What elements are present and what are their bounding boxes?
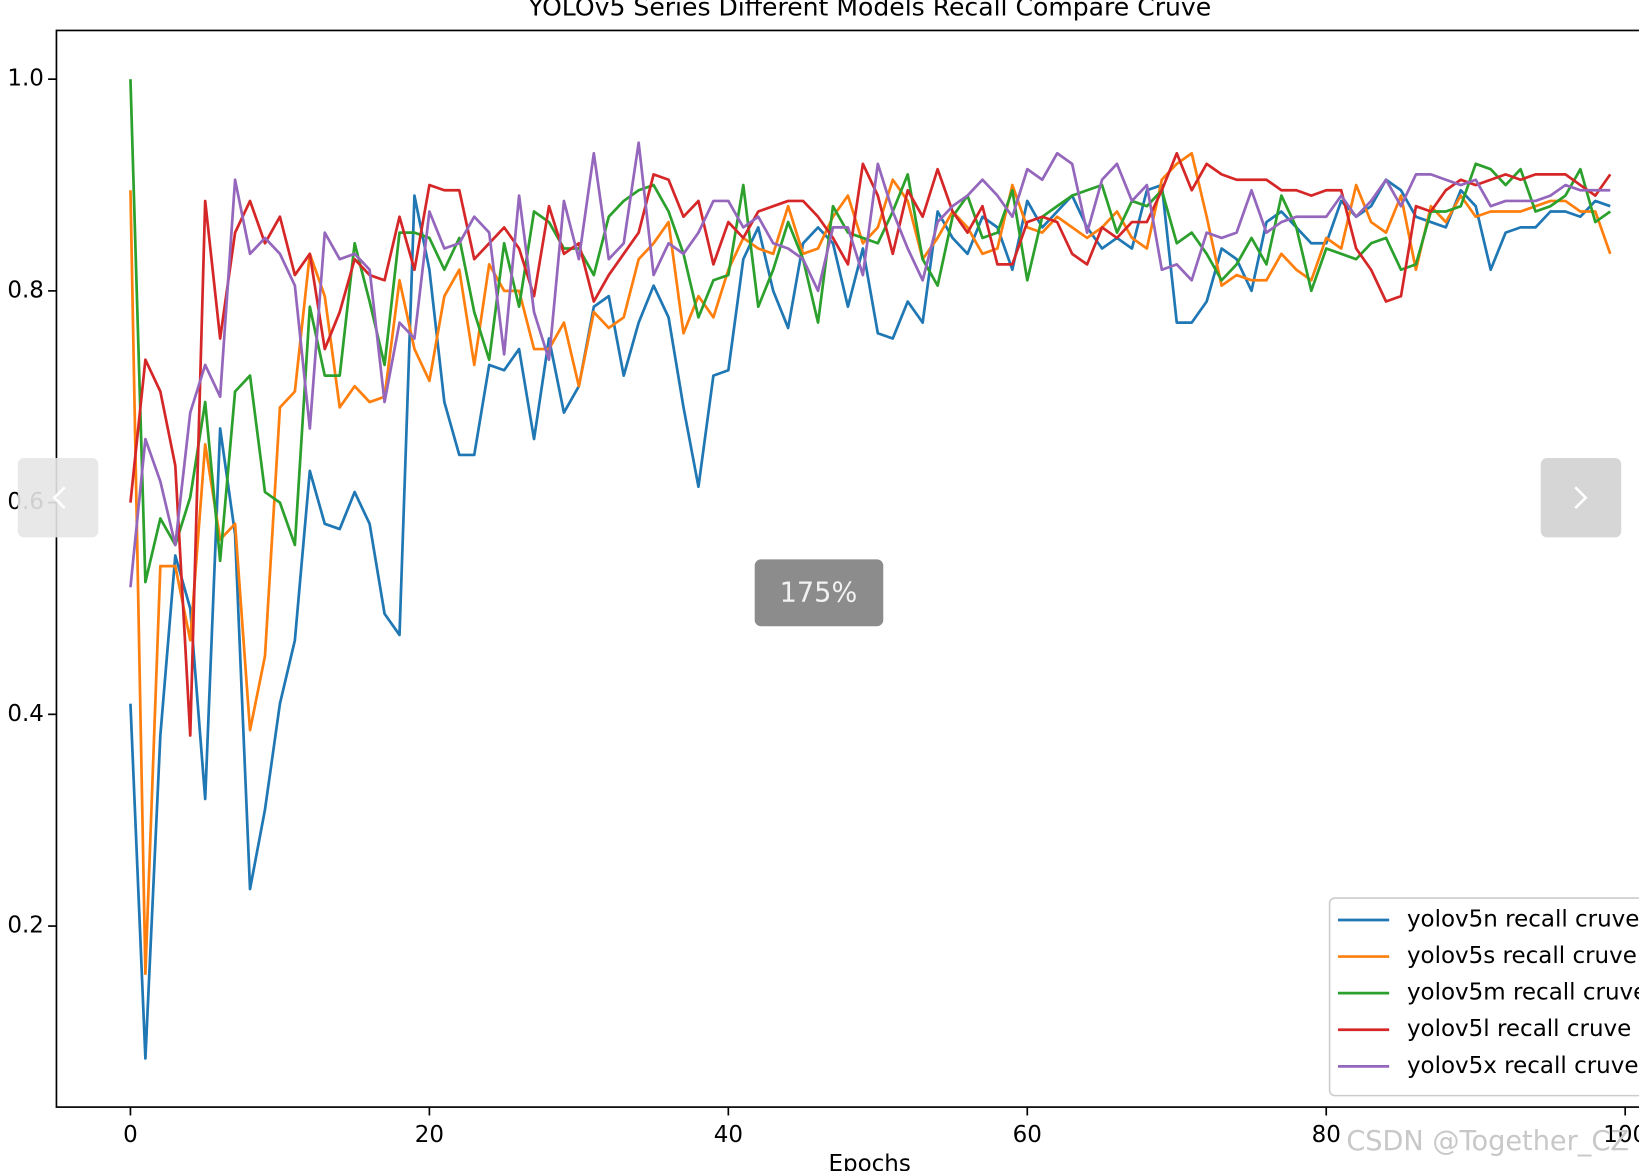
- zoom-level: 175%: [780, 577, 858, 608]
- line-series: [129, 178, 1611, 1060]
- x-tick-label: 60: [1013, 1122, 1042, 1148]
- plot-area: [129, 79, 1612, 1060]
- axes: 0204060801000.20.40.60.81.0: [7, 66, 1639, 1148]
- line-series: [129, 151, 1612, 976]
- legend-label: yolov5l recall cruve: [1407, 1016, 1631, 1042]
- x-tick-label: 40: [714, 1122, 743, 1148]
- line-series: [129, 141, 1611, 588]
- legend: yolov5n recall cruve yolov5s recall cruve…: [1328, 897, 1639, 1097]
- y-tick-label: 0.4: [7, 701, 44, 727]
- y-tick-label: 1.0: [7, 66, 44, 92]
- x-tick-label: 20: [415, 1122, 444, 1148]
- prev-button[interactable]: [17, 457, 99, 538]
- legend-label: yolov5s recall cruve: [1407, 943, 1637, 969]
- legend-label: yolov5n recall cruve: [1407, 906, 1639, 932]
- next-button[interactable]: [1540, 457, 1622, 538]
- chart-title: YOLOv5 Series Different Models Recall Co…: [527, 0, 1211, 22]
- zoom-badge: [754, 559, 884, 627]
- legend-box: [1328, 897, 1639, 1097]
- y-tick-label: 0.8: [7, 277, 44, 303]
- legend-label: yolov5m recall cruve: [1407, 980, 1639, 1006]
- x-axis-label: Epochs: [828, 1151, 910, 1171]
- x-tick-label: 80: [1312, 1122, 1341, 1148]
- watermark: CSDN @Together_CZ: [1346, 1126, 1629, 1157]
- x-tick-label: 100: [1603, 1122, 1639, 1148]
- line-series: [129, 151, 1612, 737]
- y-tick-label: 0.2: [7, 913, 44, 939]
- legend-label: yolov5x recall cruve: [1407, 1053, 1639, 1079]
- axes-frame: [55, 29, 1639, 1108]
- x-tick-label: 0: [123, 1122, 138, 1148]
